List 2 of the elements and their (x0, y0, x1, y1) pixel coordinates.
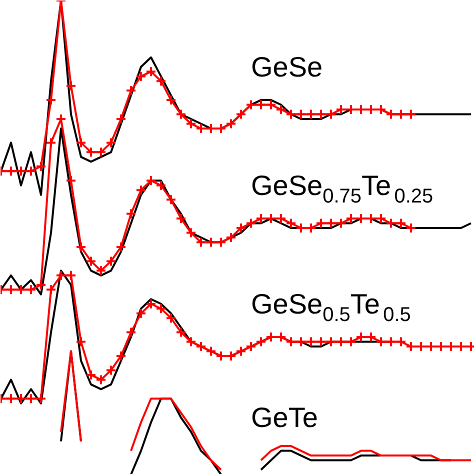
series-label: GeSe (251, 51, 323, 82)
series-label: GeTe (251, 402, 318, 434)
